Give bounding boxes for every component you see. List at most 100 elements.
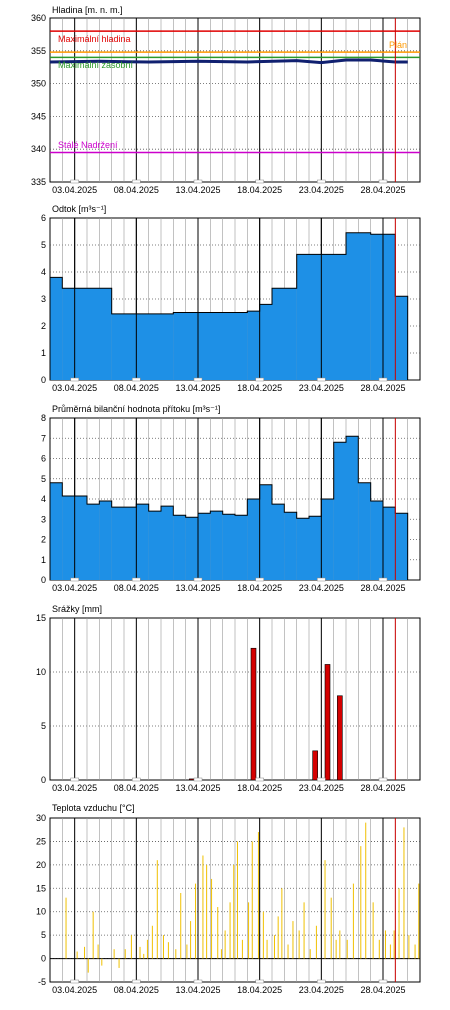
precip-bar [324, 664, 331, 781]
x-tick-label: 28.04.2025 [360, 783, 405, 793]
flow-step-bar [62, 288, 112, 380]
x-tick-label: 23.04.2025 [299, 383, 344, 393]
flow-step-bar [111, 313, 174, 380]
x-tick-marker [132, 179, 141, 184]
x-tick-marker [193, 377, 203, 382]
flow-step-bar [296, 518, 309, 580]
x-tick-label: 13.04.2025 [175, 985, 220, 995]
x-tick-label: 03.04.2025 [52, 783, 97, 793]
x-tick-label: 18.04.2025 [237, 185, 282, 195]
flow-step-bar [148, 511, 161, 580]
y-tick-label: 20 [36, 860, 46, 870]
flow-step-bar [346, 436, 359, 580]
x-tick-label: 23.04.2025 [299, 583, 344, 593]
x-tick-marker [317, 777, 326, 782]
y-tick-label: 6 [41, 454, 46, 464]
hladina-title: Hladina [m. n. m.] [52, 5, 123, 15]
flow-step-bar [87, 504, 100, 580]
x-tick-marker [378, 577, 388, 582]
x-tick-label: 28.04.2025 [360, 985, 405, 995]
y-tick-label: 0 [41, 775, 46, 785]
x-tick-marker [132, 979, 141, 984]
y-tick-label: 25 [36, 836, 46, 846]
y-tick-label: -5 [38, 977, 46, 987]
x-tick-marker [255, 179, 264, 184]
flow-step-bar [111, 507, 137, 580]
x-tick-label: 18.04.2025 [237, 985, 282, 995]
flow-step-bar [247, 499, 260, 580]
flow-step-bar [395, 513, 408, 580]
y-tick-label: 4 [41, 267, 46, 277]
x-tick-label: 28.04.2025 [360, 583, 405, 593]
x-tick-marker [193, 577, 203, 582]
water-level-line [49, 58, 408, 65]
y-tick-label: 2 [41, 535, 46, 545]
x-tick-label: 23.04.2025 [299, 985, 344, 995]
flow-step-bar [222, 514, 235, 580]
y-tick-label: 30 [36, 813, 46, 823]
x-tick-marker [317, 577, 326, 582]
plan-label: Plán [389, 40, 407, 50]
y-tick-label: 345 [31, 111, 46, 121]
flow-step-outline [49, 232, 409, 381]
x-tick-label: 08.04.2025 [114, 783, 159, 793]
x-tick-marker [317, 377, 326, 382]
x-tick-label: 03.04.2025 [52, 985, 97, 995]
flow-step-bar [309, 516, 322, 580]
x-tick-label: 13.04.2025 [175, 783, 220, 793]
flow-step-bar [321, 499, 334, 580]
x-tick-label: 08.04.2025 [114, 185, 159, 195]
x-tick-label: 13.04.2025 [175, 383, 220, 393]
y-tick-label: 10 [36, 907, 46, 917]
srazky-title: Srážky [mm] [52, 604, 102, 614]
x-tick-marker [70, 377, 79, 382]
y-tick-label: 3 [41, 294, 46, 304]
precip-bar [337, 695, 343, 781]
x-tick-label: 28.04.2025 [360, 185, 405, 195]
x-tick-marker [317, 979, 326, 984]
flow-step-bar [272, 504, 285, 580]
x-tick-label: 13.04.2025 [175, 185, 220, 195]
x-tick-label: 18.04.2025 [237, 783, 282, 793]
y-tick-label: 7 [41, 433, 46, 443]
y-tick-label: 5 [41, 474, 46, 484]
y-tick-label: 1 [41, 348, 46, 358]
flow-step-bar [259, 484, 272, 580]
y-tick-label: 6 [41, 213, 46, 223]
x-tick-marker [317, 179, 326, 184]
x-tick-marker [193, 777, 203, 782]
flow-step-bar [358, 482, 371, 580]
flow-step-bar [395, 296, 408, 380]
x-tick-marker [255, 979, 264, 984]
y-tick-label: 360 [31, 13, 46, 23]
x-tick-label: 08.04.2025 [114, 985, 159, 995]
flow-step-bar [284, 512, 297, 580]
x-tick-marker [132, 577, 141, 582]
x-tick-marker [132, 377, 141, 382]
flow-step-bar [247, 311, 260, 380]
flow-step-bar [333, 442, 346, 580]
flow-step-outline [49, 435, 409, 581]
y-tick-label: 0 [41, 375, 46, 385]
stale-level-label: Stálé Nadržení [58, 140, 118, 150]
x-tick-label: 08.04.2025 [114, 383, 159, 393]
flow-step-bar [50, 277, 63, 380]
precip-bar [189, 778, 195, 781]
x-tick-marker [193, 979, 203, 984]
x-tick-label: 23.04.2025 [299, 783, 344, 793]
flow-step-bar [370, 501, 383, 580]
y-tick-label: 3 [41, 514, 46, 524]
flow-step-bar [173, 312, 248, 380]
y-tick-label: 2 [41, 321, 46, 331]
x-tick-label: 03.04.2025 [52, 583, 97, 593]
y-tick-label: 10 [36, 667, 46, 677]
x-tick-marker [70, 577, 79, 582]
x-tick-marker [70, 179, 79, 184]
flow-step-bar [99, 501, 112, 580]
y-tick-label: 5 [41, 240, 46, 250]
teplota-title: Teplota vzduchu [°C] [52, 803, 135, 813]
flow-step-bar [210, 511, 223, 580]
flow-step-bar [173, 515, 186, 580]
x-tick-marker [378, 777, 388, 782]
